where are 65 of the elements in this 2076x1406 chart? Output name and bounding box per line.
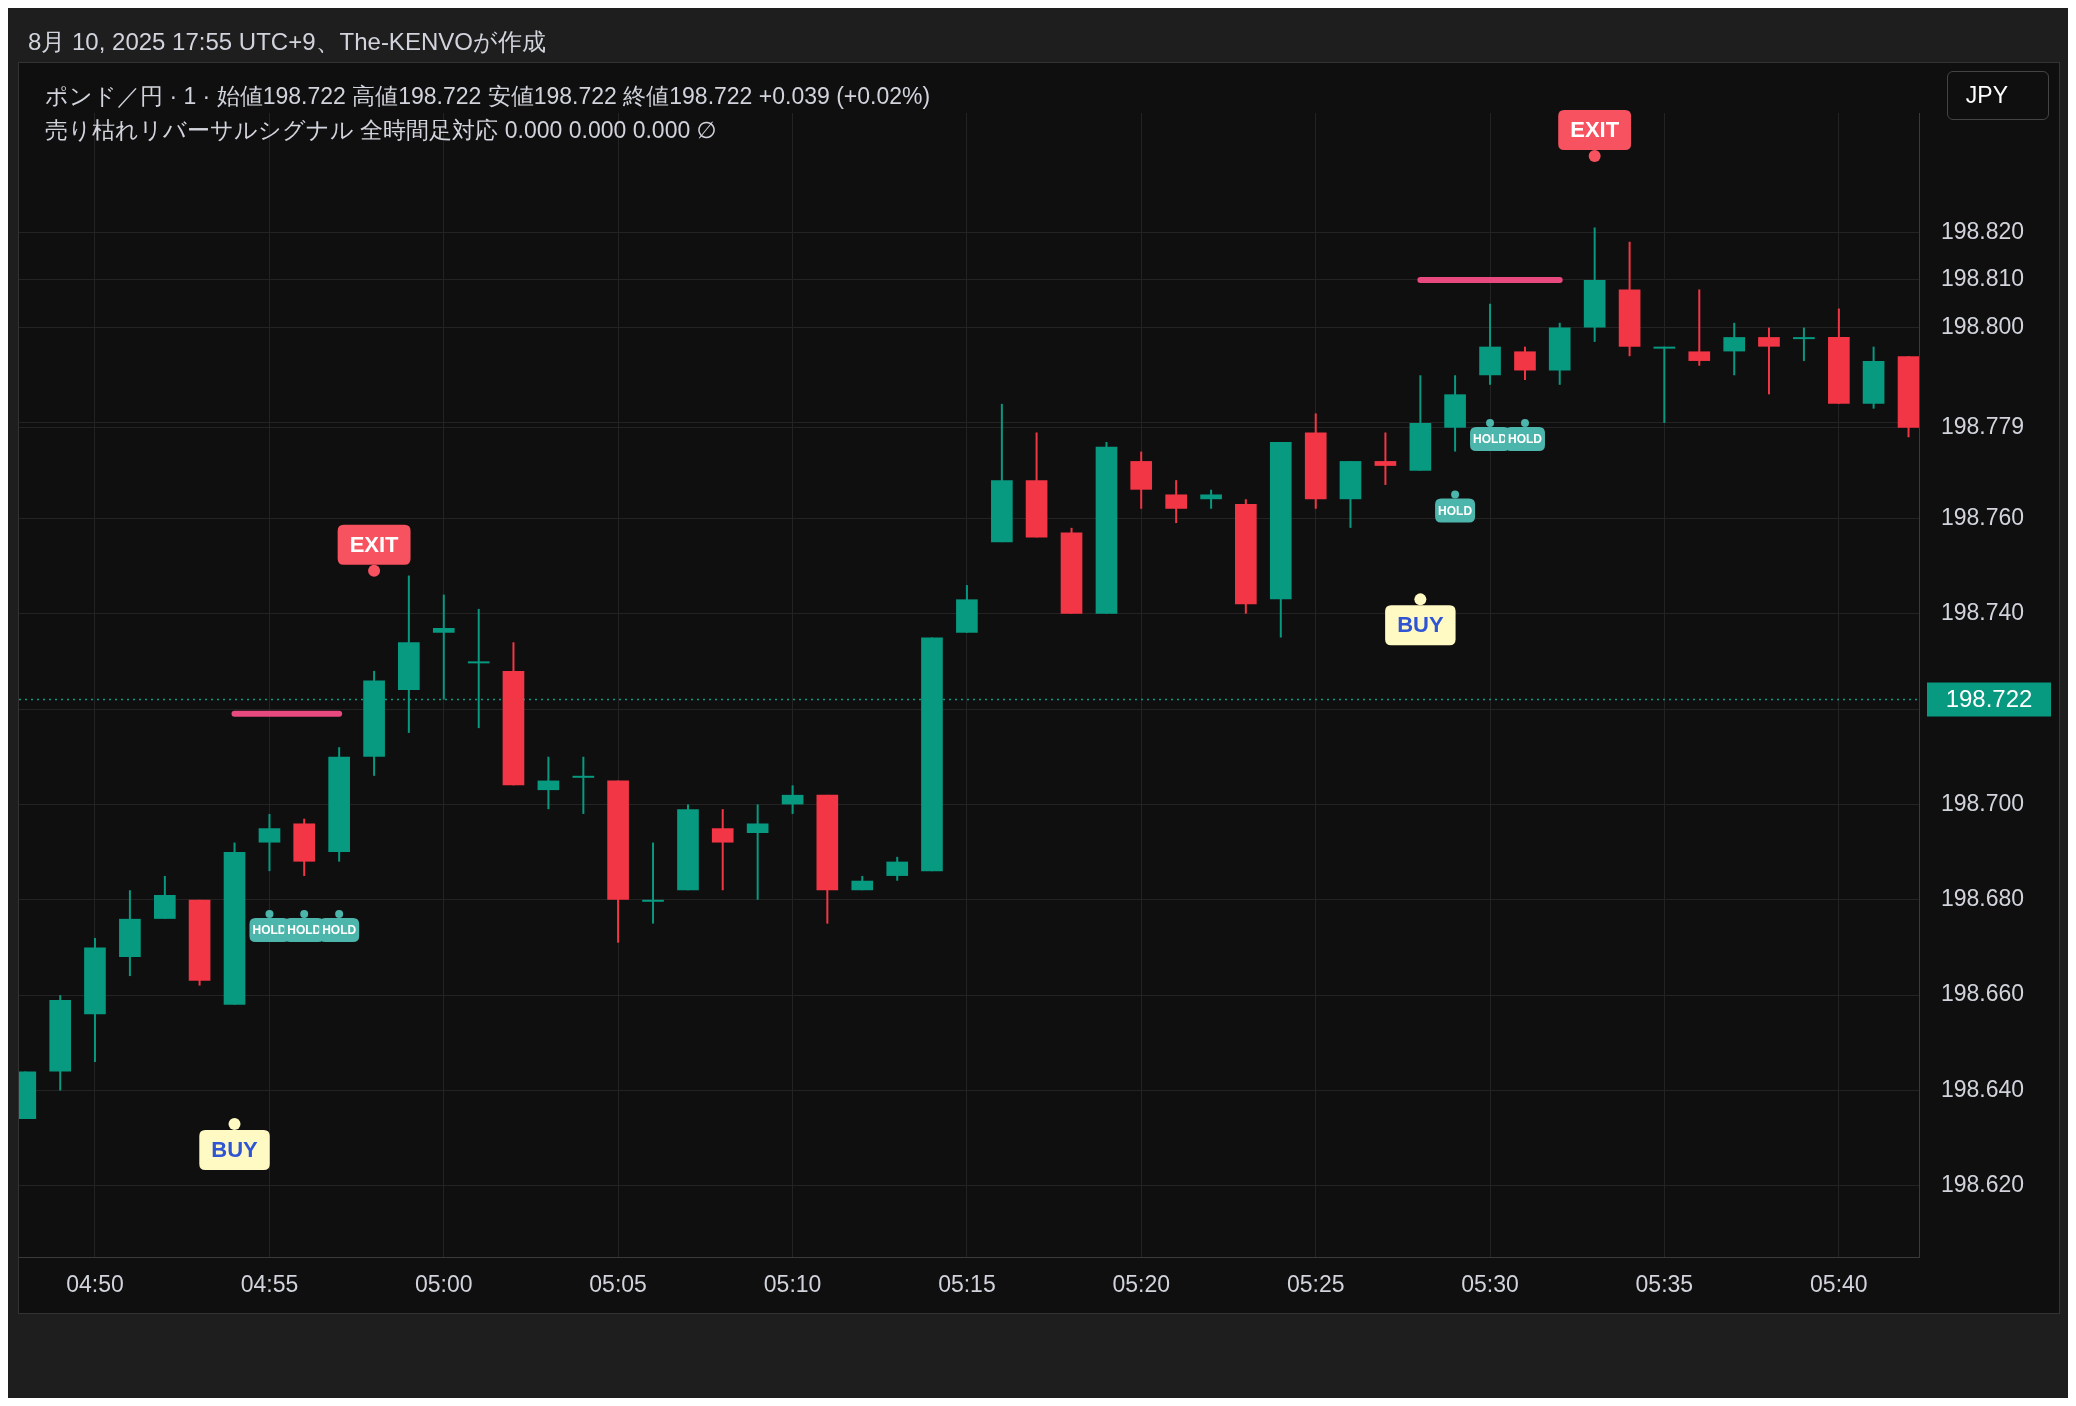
y-axis-title: JPY [1946, 71, 2049, 120]
point [265, 910, 274, 919]
candlestick [1374, 431, 1397, 486]
x-tick-label: 05:10 [763, 1270, 822, 1297]
y-tick-label: 198.640 [1941, 1075, 2025, 1102]
candlestick [1758, 326, 1780, 396]
point [1520, 418, 1529, 427]
candlestick [258, 812, 281, 873]
y-tick-label: 198.620 [1941, 1171, 2025, 1198]
candlestick [537, 755, 560, 811]
candlestick [1200, 488, 1222, 510]
data-label: HOLD [322, 923, 357, 938]
y-tick-label: 198.700 [1941, 789, 2025, 816]
candlestick [642, 841, 664, 925]
data-label: HOLD [1507, 432, 1543, 447]
y-tick-label: 198.779 [1941, 413, 2025, 440]
data-label: HOLD [252, 923, 287, 938]
point [335, 910, 344, 919]
y-tick-label: 198.660 [1941, 980, 2025, 1007]
data-label: HOLD [287, 923, 322, 938]
chart-subtitle: ポンド／円 · 1 · 始値198.722 高値198.722 安値198.722 終値198.722 +0.039 (+0.02%) [45, 82, 931, 111]
chart-title: 8月 10, 2025 17:55 UTC+9、The-KENVOが作成 [28, 27, 546, 57]
annotation: 売り枯れリバーサルシグナル 全時間足対応 0.000 0.000 0.000 ∅ [45, 116, 717, 145]
y-tick-label: 198.740 [1941, 599, 2025, 626]
y-tick-label: 198.820 [1941, 217, 2025, 244]
point [1588, 149, 1601, 162]
point [1451, 490, 1460, 499]
data-label: BUY [211, 1136, 259, 1162]
x-tick-label: 05:25 [1286, 1270, 1345, 1297]
ref-line-label: 198.722 [1945, 685, 2033, 713]
candlestick [1688, 288, 1711, 367]
candlestick [1514, 345, 1536, 382]
point [1414, 593, 1427, 606]
candlestick [572, 755, 595, 815]
point [300, 910, 309, 919]
x-tick-label: 05:05 [589, 1270, 647, 1297]
y-tick-label: 198.680 [1941, 885, 2025, 912]
data-label: HOLD [1438, 503, 1473, 518]
data-label: EXIT [1570, 116, 1620, 142]
candlestick [746, 803, 769, 901]
candlestick [711, 808, 734, 892]
candlestick [1723, 321, 1746, 377]
point [1486, 418, 1495, 427]
point [368, 564, 381, 577]
point [228, 1117, 241, 1130]
candlestick [781, 784, 804, 815]
x-tick-label: 04:55 [240, 1270, 299, 1297]
candlestick [886, 855, 909, 882]
y-tick-label: 198.800 [1941, 312, 2025, 339]
x-tick-label: 05:40 [1810, 1270, 1868, 1297]
x-tick-label: 05:20 [1112, 1270, 1170, 1297]
data-label: BUY [1397, 612, 1444, 638]
y-tick-label: 198.760 [1941, 503, 2025, 530]
candlestick [1793, 326, 1815, 362]
x-tick-label: 04:50 [66, 1270, 124, 1297]
x-tick-label: 05:30 [1461, 1270, 1519, 1297]
x-tick-label: 05:35 [1635, 1270, 1694, 1297]
data-label: HOLD [1473, 432, 1508, 447]
candlestick [1653, 345, 1676, 424]
y-tick-label: 198.810 [1941, 265, 2025, 292]
x-tick-label: 05:00 [415, 1270, 473, 1297]
x-tick-label: 05:15 [938, 1270, 996, 1297]
candlestick [154, 874, 176, 920]
data-label: EXIT [349, 531, 400, 557]
candlestick [1165, 479, 1187, 525]
